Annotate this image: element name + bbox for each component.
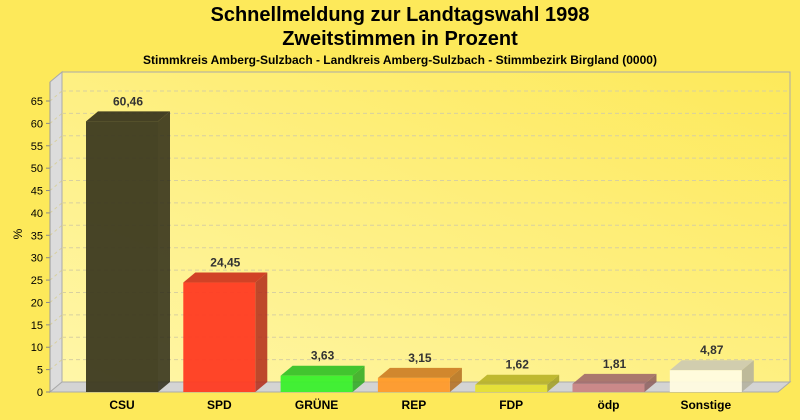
chart-title: Schnellmeldung zur Landtagswahl 1998 (210, 4, 590, 26)
gridline-side (49, 157, 63, 169)
bar-top (183, 272, 268, 283)
y-tick-label: 65 (31, 96, 43, 108)
value-label: 3,15 (408, 351, 432, 365)
bar-side (741, 360, 754, 392)
bar-side (352, 365, 365, 392)
y-tick-label: 60 (31, 118, 43, 130)
bar-top (669, 360, 754, 371)
x-tick-label: ödp (598, 398, 620, 412)
bar-top (280, 365, 365, 376)
chart-subsubtitle: Stimmkreis Amberg-Sulzbach - Landkreis A… (143, 53, 657, 67)
bar-rep: 3,15 REP (377, 351, 462, 412)
value-label: 1,62 (506, 358, 530, 372)
gridline-side (49, 224, 63, 236)
y-tick-label: 35 (31, 230, 43, 242)
gridline-side (49, 202, 63, 214)
bar-side (644, 373, 657, 392)
y-tick-label: 5 (37, 365, 43, 377)
value-label: 3,63 (311, 349, 335, 363)
bar-top (475, 374, 560, 385)
bar-front (86, 121, 158, 393)
gridline-side (49, 247, 63, 259)
gridline-side (49, 113, 63, 124)
bar-front (280, 375, 353, 392)
x-tick-label: GRÜNE (295, 397, 338, 412)
y-tick-label: 15 (31, 320, 43, 332)
bar-front (183, 282, 256, 392)
bar-csu: 60,46 CSU (86, 94, 170, 412)
bar-front (475, 384, 548, 392)
bar-ödp: 1,81 ödp (572, 357, 657, 412)
y-tick-label: 40 (31, 208, 43, 220)
value-label: 4,87 (700, 343, 724, 357)
y-tick-label: 50 (31, 163, 43, 175)
y-tick-label: 30 (31, 253, 43, 265)
gridline-side (49, 336, 63, 348)
bar-front (572, 383, 645, 392)
x-tick-label: SPD (207, 398, 232, 412)
gridline-side (49, 314, 63, 326)
gridline-side (49, 292, 63, 303)
back-wall (61, 71, 791, 383)
chart-subtitle: Zweitstimmen in Prozent (282, 28, 518, 50)
y-tick-label: 0 (37, 387, 43, 399)
x-tick-label: FDP (499, 398, 523, 412)
bar-fdp: 1,62 FDP (475, 358, 560, 412)
value-label: 1,81 (603, 357, 627, 371)
bar-side (449, 367, 462, 392)
y-axis-label: % (11, 228, 25, 239)
y-tick-label: 10 (31, 342, 43, 354)
x-tick-label: Sonstige (680, 398, 731, 412)
side-wall (49, 70, 63, 394)
bar-side (547, 374, 560, 392)
gridline-side (49, 90, 63, 102)
bar-spd: 24,45 SPD (183, 256, 268, 412)
bar-side (158, 111, 170, 393)
gridline-side (49, 180, 63, 191)
x-tick-label: CSU (109, 398, 134, 412)
y-tick-label: 45 (31, 186, 43, 198)
bar-top (572, 373, 657, 384)
y-tick-label: 55 (31, 141, 43, 153)
bar-top (377, 367, 462, 378)
gridline-side (49, 359, 63, 370)
bar-sonstige: 4,87 Sonstige (669, 343, 754, 412)
bar-top (86, 111, 170, 122)
y-tick-label: 20 (31, 297, 43, 309)
gridline-side (49, 135, 63, 147)
bar-side (255, 272, 268, 392)
value-label: 60,46 (113, 94, 143, 108)
x-tick-label: REP (402, 398, 427, 412)
gridline-side (49, 269, 63, 281)
bar-grüne: 3,63 GRÜNE (280, 349, 365, 412)
value-label: 24,45 (210, 256, 240, 270)
bar-front (669, 370, 742, 392)
y-tick-label: 25 (31, 275, 43, 287)
bar-front (377, 377, 450, 392)
